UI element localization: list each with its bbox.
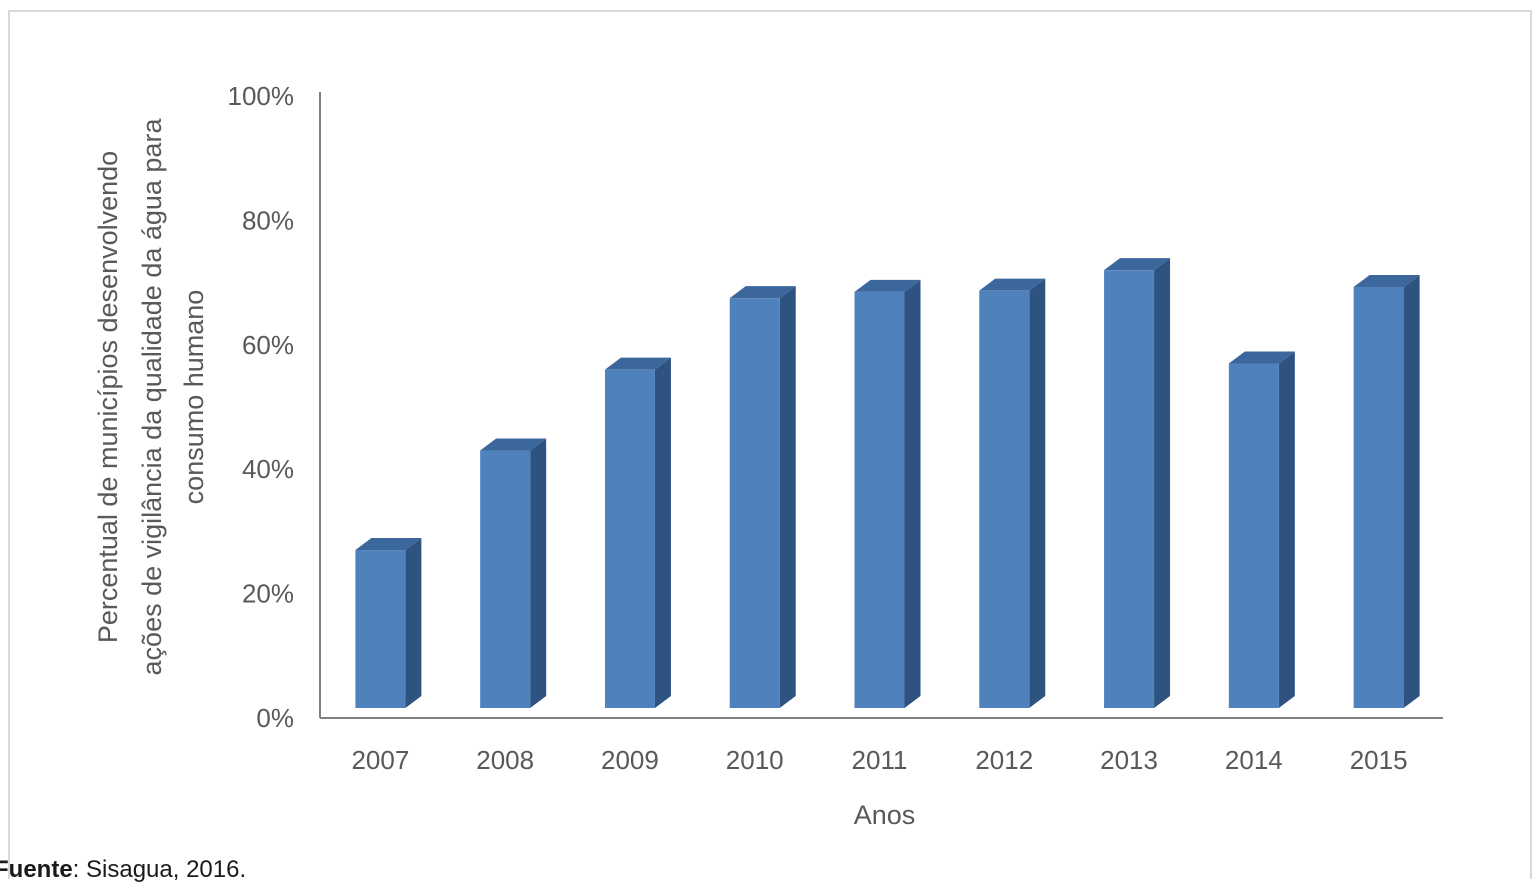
- y-axis-label-line: Percentual de municípios desenvolvendo: [93, 151, 123, 643]
- x-tick-labels: 2007 2008 2009 2010 2011 2012 2013 2014 2015: [351, 745, 1407, 775]
- bar-top: [979, 278, 1046, 291]
- bar-top: [729, 286, 796, 299]
- bar-top: [854, 279, 921, 292]
- bar-side: [1403, 274, 1420, 708]
- bars: [355, 258, 1420, 708]
- bar-top: [1353, 274, 1420, 287]
- x-tick-label: 2012: [975, 745, 1033, 775]
- y-tick-label: 40%: [242, 454, 294, 484]
- bar-side: [654, 357, 671, 708]
- x-tick-label: 2009: [601, 745, 659, 775]
- bar-side: [530, 438, 547, 708]
- bar-front: [1104, 270, 1155, 708]
- y-tick-label: 60%: [242, 330, 294, 360]
- x-tick-label: 2008: [476, 745, 534, 775]
- y-tick-label: 80%: [242, 205, 294, 235]
- bar-2011: [854, 279, 921, 708]
- bar-front: [979, 290, 1030, 708]
- y-axis-label-line: ações de vigilância da qualidade da água…: [137, 118, 167, 676]
- bar-2014: [1228, 351, 1295, 708]
- bar-front: [854, 291, 905, 708]
- bar-top: [604, 357, 671, 370]
- bar-2013: [1104, 258, 1171, 708]
- bar-2012: [979, 278, 1046, 708]
- bar-side: [1154, 258, 1171, 708]
- bar-top: [1228, 351, 1295, 364]
- y-tick-label: 20%: [242, 579, 294, 609]
- bar-front: [729, 298, 780, 708]
- bar-front: [1228, 363, 1279, 708]
- bar-side: [779, 286, 796, 708]
- x-tick-label: 2007: [351, 745, 409, 775]
- x-tick-label: 2010: [726, 745, 784, 775]
- bar-2009: [604, 357, 671, 708]
- x-tick-label: 2013: [1100, 745, 1158, 775]
- y-axis-label: Percentual de municípios desenvolvendo aç…: [93, 118, 209, 676]
- bar-top: [1104, 258, 1171, 271]
- x-tick-label: 2015: [1350, 745, 1408, 775]
- x-tick-label: 2011: [852, 745, 908, 775]
- bar-front: [1353, 286, 1404, 708]
- bar-side: [1278, 351, 1295, 708]
- bar-2015: [1353, 274, 1420, 708]
- y-tick-label: 100%: [228, 81, 295, 111]
- bar-top: [355, 538, 422, 551]
- bar-side: [904, 279, 921, 708]
- y-axis-label-line: consumo humano: [179, 290, 209, 505]
- bar-top: [480, 438, 547, 451]
- bar-2007: [355, 538, 422, 708]
- y-tick-label: 0%: [256, 703, 294, 733]
- bar-front: [355, 550, 406, 708]
- bar-side: [1029, 278, 1046, 708]
- bar-2010: [729, 286, 796, 708]
- bar-front: [480, 450, 531, 708]
- y-tick-labels: 0% 20% 40% 60% 80% 100%: [228, 81, 295, 733]
- bar-side: [405, 538, 422, 708]
- x-axis-label: Anos: [854, 800, 916, 830]
- bar-front: [604, 369, 655, 708]
- source-note: Fuente: Sisagua, 2016.: [0, 856, 246, 884]
- bar-2008: [480, 438, 547, 708]
- x-tick-label: 2014: [1225, 745, 1283, 775]
